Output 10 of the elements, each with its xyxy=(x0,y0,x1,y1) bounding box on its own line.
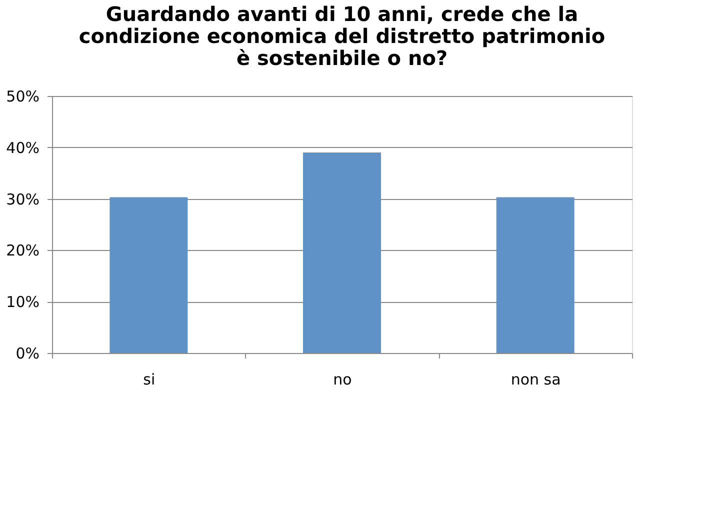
y-tick-label: 40% xyxy=(6,138,40,157)
x-tick-label: no xyxy=(333,370,352,388)
y-tick-label: 0% xyxy=(16,344,40,362)
y-tick-label: 30% xyxy=(6,190,40,208)
y-tick-label: 10% xyxy=(6,293,40,312)
x-tick-label: non sa xyxy=(510,370,561,388)
x-tick-label: si xyxy=(143,370,156,388)
y-tick-label: 20% xyxy=(6,242,40,260)
chart-title: Guardando avanti di 10 anni, crede che la condizione economica del distretto patrimonio è sostenibile o no? xyxy=(78,2,606,70)
y-tick-label: 50% xyxy=(6,88,40,106)
